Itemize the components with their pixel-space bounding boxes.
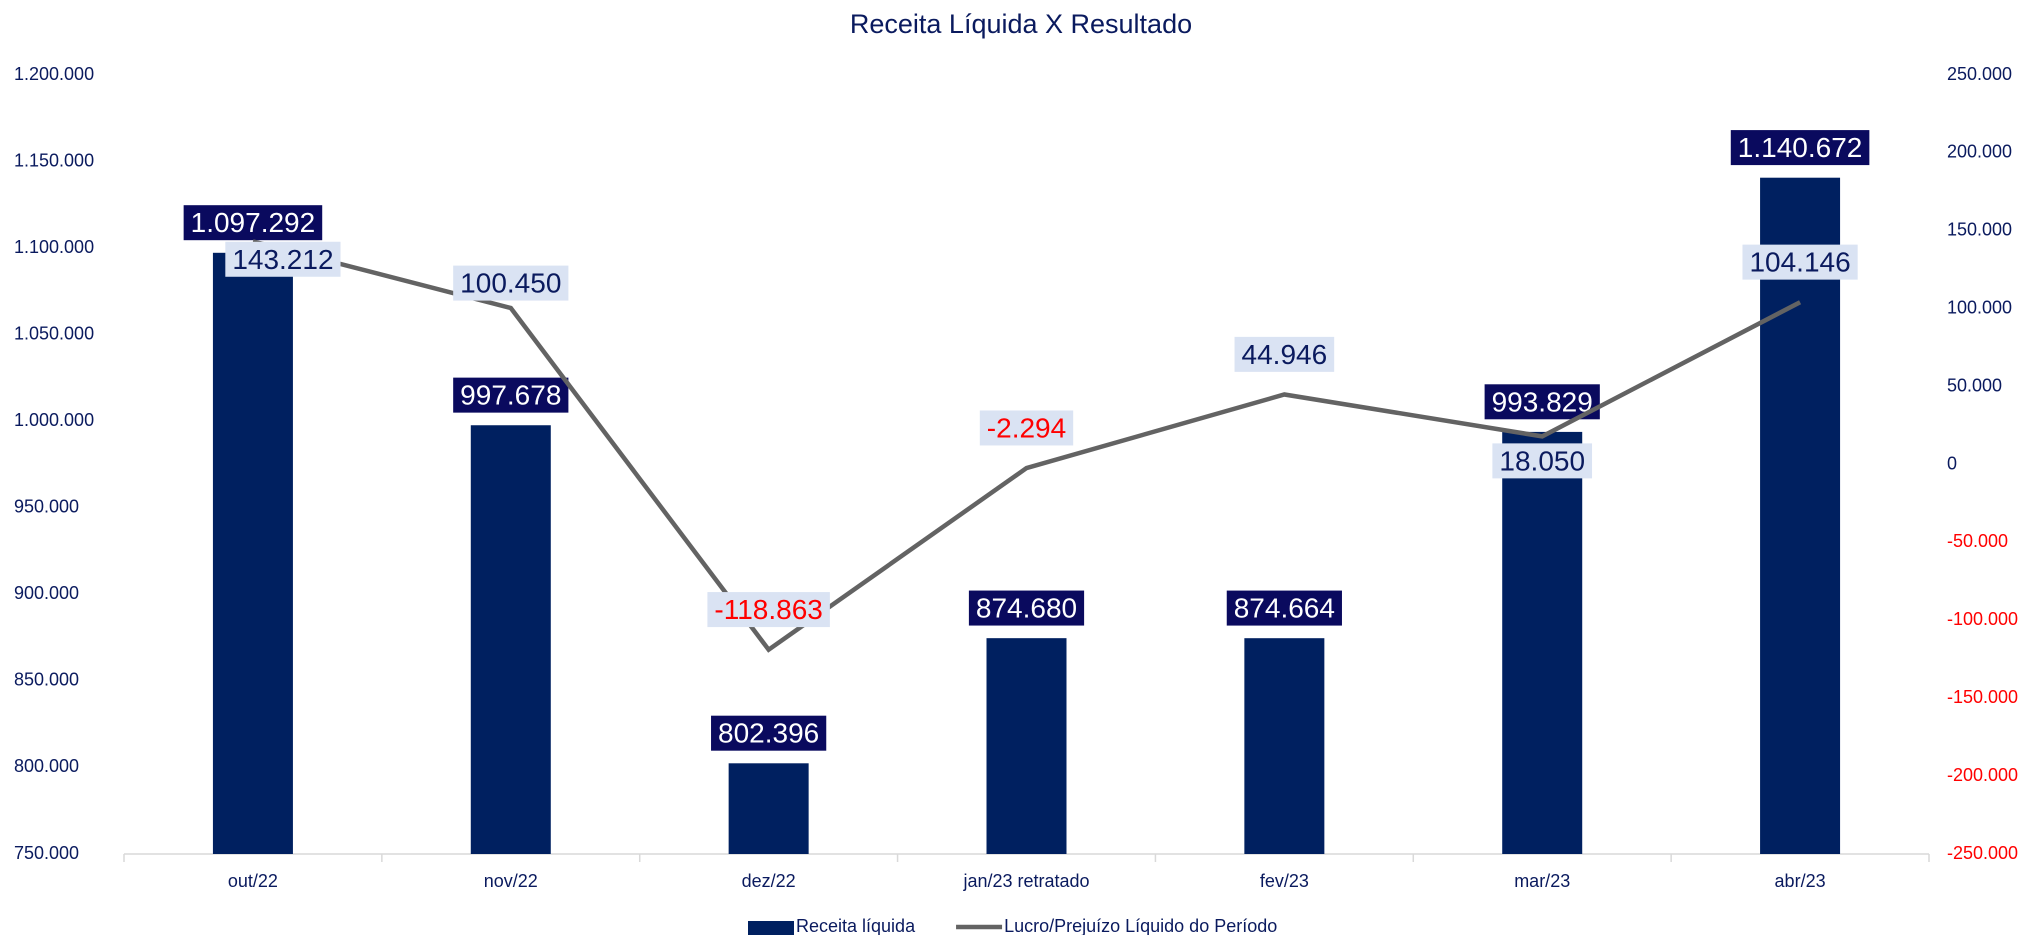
x-tick-label: dez/22 — [742, 871, 796, 891]
data-label: 100.450 — [460, 268, 561, 299]
bar — [212, 252, 293, 855]
data-label: 874.664 — [1234, 593, 1335, 624]
y2-tick-label: 250.000 — [1947, 64, 2012, 84]
y-tick-label: 750.000 — [14, 843, 79, 863]
data-label: 18.050 — [1499, 445, 1585, 476]
y-tick-label: 1.000.000 — [14, 410, 94, 430]
label-bg — [1234, 336, 1335, 372]
y-tick-label: 850.000 — [14, 670, 79, 690]
y-tick-label: 1.050.000 — [14, 323, 94, 343]
y2-tick-label: -100.000 — [1947, 609, 2018, 629]
y2-tick-label: 150.000 — [1947, 220, 2012, 240]
x-tick-label: jan/23 retratado — [962, 871, 1089, 891]
label-bg — [1484, 384, 1600, 420]
chart-title: Receita Líquida X Resultado — [850, 9, 1192, 39]
data-label: 104.146 — [1749, 247, 1850, 278]
label-bg — [979, 410, 1074, 446]
label-bg — [1742, 244, 1858, 280]
label-bg — [183, 205, 323, 241]
y2-tick-label: 0 — [1947, 453, 1957, 473]
data-label: 874.680 — [976, 593, 1077, 624]
y-tick-label: 900.000 — [14, 583, 79, 603]
data-label: 143.212 — [232, 244, 333, 275]
y-tick-label: 800.000 — [14, 756, 79, 776]
y-tick-label: 950.000 — [14, 497, 79, 517]
bar — [470, 425, 551, 854]
bar — [1244, 638, 1325, 854]
legend-swatch — [748, 921, 794, 935]
data-label: 44.946 — [1242, 339, 1328, 370]
y-tick-label: 1.200.000 — [14, 64, 94, 84]
x-tick-label: out/22 — [228, 871, 278, 891]
bar — [728, 763, 809, 854]
x-tick-label: fev/23 — [1260, 871, 1309, 891]
data-label: 997.678 — [460, 380, 561, 411]
label-bg — [1226, 590, 1342, 626]
y2-tick-label: 100.000 — [1947, 297, 2012, 317]
label-bg — [453, 265, 569, 301]
data-label: -118.863 — [714, 594, 822, 625]
x-tick-label: nov/22 — [484, 871, 538, 891]
label-bg — [453, 377, 569, 413]
label-bg — [707, 592, 830, 628]
y2-tick-label: -50.000 — [1947, 531, 2008, 551]
data-label: 802.396 — [718, 718, 819, 749]
label-bg — [968, 590, 1085, 626]
bar — [1502, 431, 1583, 854]
y2-tick-label: 200.000 — [1947, 142, 2012, 162]
legend-label: Receita líquida — [796, 916, 916, 935]
y-tick-label: 1.150.000 — [14, 150, 94, 170]
bar — [1760, 177, 1841, 854]
bar — [986, 638, 1067, 854]
data-label: 1.097.292 — [191, 207, 316, 238]
label-bg — [711, 715, 827, 751]
line — [252, 239, 1802, 653]
y2-tick-label: 50.000 — [1947, 375, 2002, 395]
label-bg — [1492, 443, 1593, 479]
y2-tick-label: -150.000 — [1947, 687, 2018, 707]
x-tick-label: abr/23 — [1775, 871, 1826, 891]
y2-tick-label: -200.000 — [1947, 765, 2018, 785]
legend-label: Lucro/Prejuízo Líquido do Período — [1004, 916, 1277, 935]
data-label: 993.829 — [1492, 386, 1593, 417]
data-label: 1.140.672 — [1738, 132, 1863, 163]
y-tick-label: 1.100.000 — [14, 237, 94, 257]
label-bg — [225, 241, 341, 277]
label-bg — [1730, 130, 1870, 166]
data-label: -2.294 — [987, 412, 1066, 443]
x-tick-label: mar/23 — [1514, 871, 1570, 891]
y2-tick-label: -250.000 — [1947, 843, 2018, 863]
